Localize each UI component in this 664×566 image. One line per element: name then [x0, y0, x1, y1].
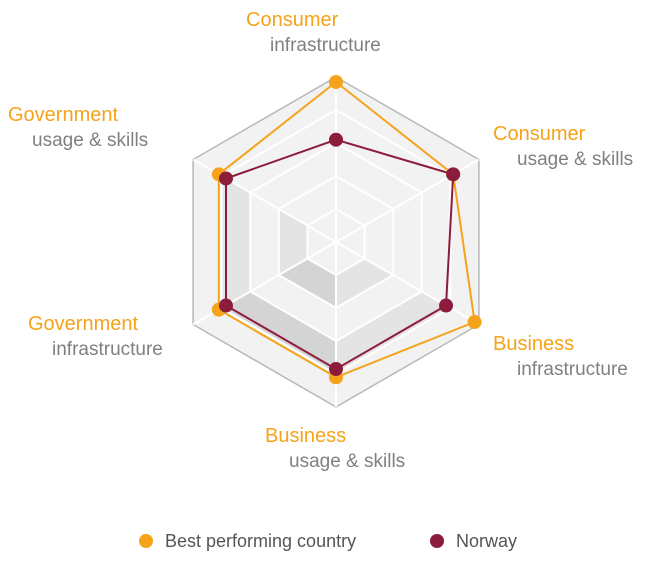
legend-marker — [430, 534, 444, 548]
axis-label-title: Business — [265, 425, 346, 447]
axis-label: Consumer usage & skills — [493, 123, 633, 170]
axis-label-title: Government — [8, 104, 118, 126]
axis-label: Government usage & skills — [8, 104, 148, 151]
grid-face — [336, 275, 422, 341]
axis-label-subtitle: usage & skills — [32, 130, 148, 151]
grid-face — [393, 192, 422, 292]
grid-face — [250, 275, 336, 341]
grid-face — [336, 110, 451, 193]
grid-spoke — [335, 241, 480, 326]
series-point — [218, 298, 233, 313]
series-point — [439, 298, 454, 313]
grid-face — [307, 209, 336, 242]
grid-face — [336, 77, 479, 176]
grid-face — [221, 110, 336, 193]
grid-face — [250, 192, 279, 292]
axis-label-subtitle: usage & skills — [517, 149, 633, 170]
grid-face — [278, 176, 336, 226]
series-point — [467, 315, 482, 330]
legend-entry: Best performing country — [139, 531, 356, 551]
grid-face — [278, 258, 336, 308]
series-layer — [211, 74, 482, 385]
grid-face — [336, 176, 394, 226]
grid-face — [364, 209, 394, 275]
axis-label-subtitle: infrastructure — [52, 339, 163, 360]
axis-labels: Consumer infrastructure Consumer usage & sk… — [8, 9, 633, 472]
axis-label-subtitle: infrastructure — [270, 35, 381, 56]
axis-label: Business usage & skills — [265, 425, 405, 472]
series-point — [218, 171, 233, 186]
axis-label-title: Consumer — [246, 9, 339, 31]
grid-face — [307, 225, 336, 259]
grid-face — [278, 209, 308, 275]
grid-face — [193, 77, 336, 176]
axis-label: Business infrastructure — [493, 333, 628, 380]
grid-face — [421, 176, 451, 308]
grid-face — [193, 159, 222, 325]
grid-face — [336, 209, 365, 242]
axis-label-subtitle: infrastructure — [517, 359, 628, 380]
grid-face — [307, 242, 336, 275]
legend-entry: Norway — [430, 531, 517, 551]
series-point — [329, 362, 343, 377]
axis-label-title: Business — [493, 333, 574, 355]
legend-label: Best performing country — [165, 531, 356, 551]
grid-face — [336, 308, 479, 407]
radar-grid — [192, 76, 480, 408]
axis-label-title: Consumer — [493, 123, 586, 145]
legend-marker — [139, 534, 153, 548]
series-point — [329, 74, 343, 89]
axis-label-title: Government — [28, 313, 138, 335]
grid-face — [336, 242, 365, 275]
grid-face — [250, 143, 336, 209]
grid-face — [193, 308, 336, 407]
series-point — [446, 167, 461, 182]
grid-face — [336, 258, 394, 308]
axis-label: Consumer infrastructure — [246, 9, 381, 56]
axis-label: Government infrastructure — [28, 313, 163, 360]
grid-face — [221, 176, 251, 308]
legend: Best performing country Norway — [139, 531, 517, 551]
grid-face — [336, 143, 422, 209]
series-point — [329, 132, 343, 147]
axis-label-subtitle: usage & skills — [289, 451, 405, 472]
grid-face — [336, 225, 365, 259]
legend-label: Norway — [456, 531, 517, 551]
